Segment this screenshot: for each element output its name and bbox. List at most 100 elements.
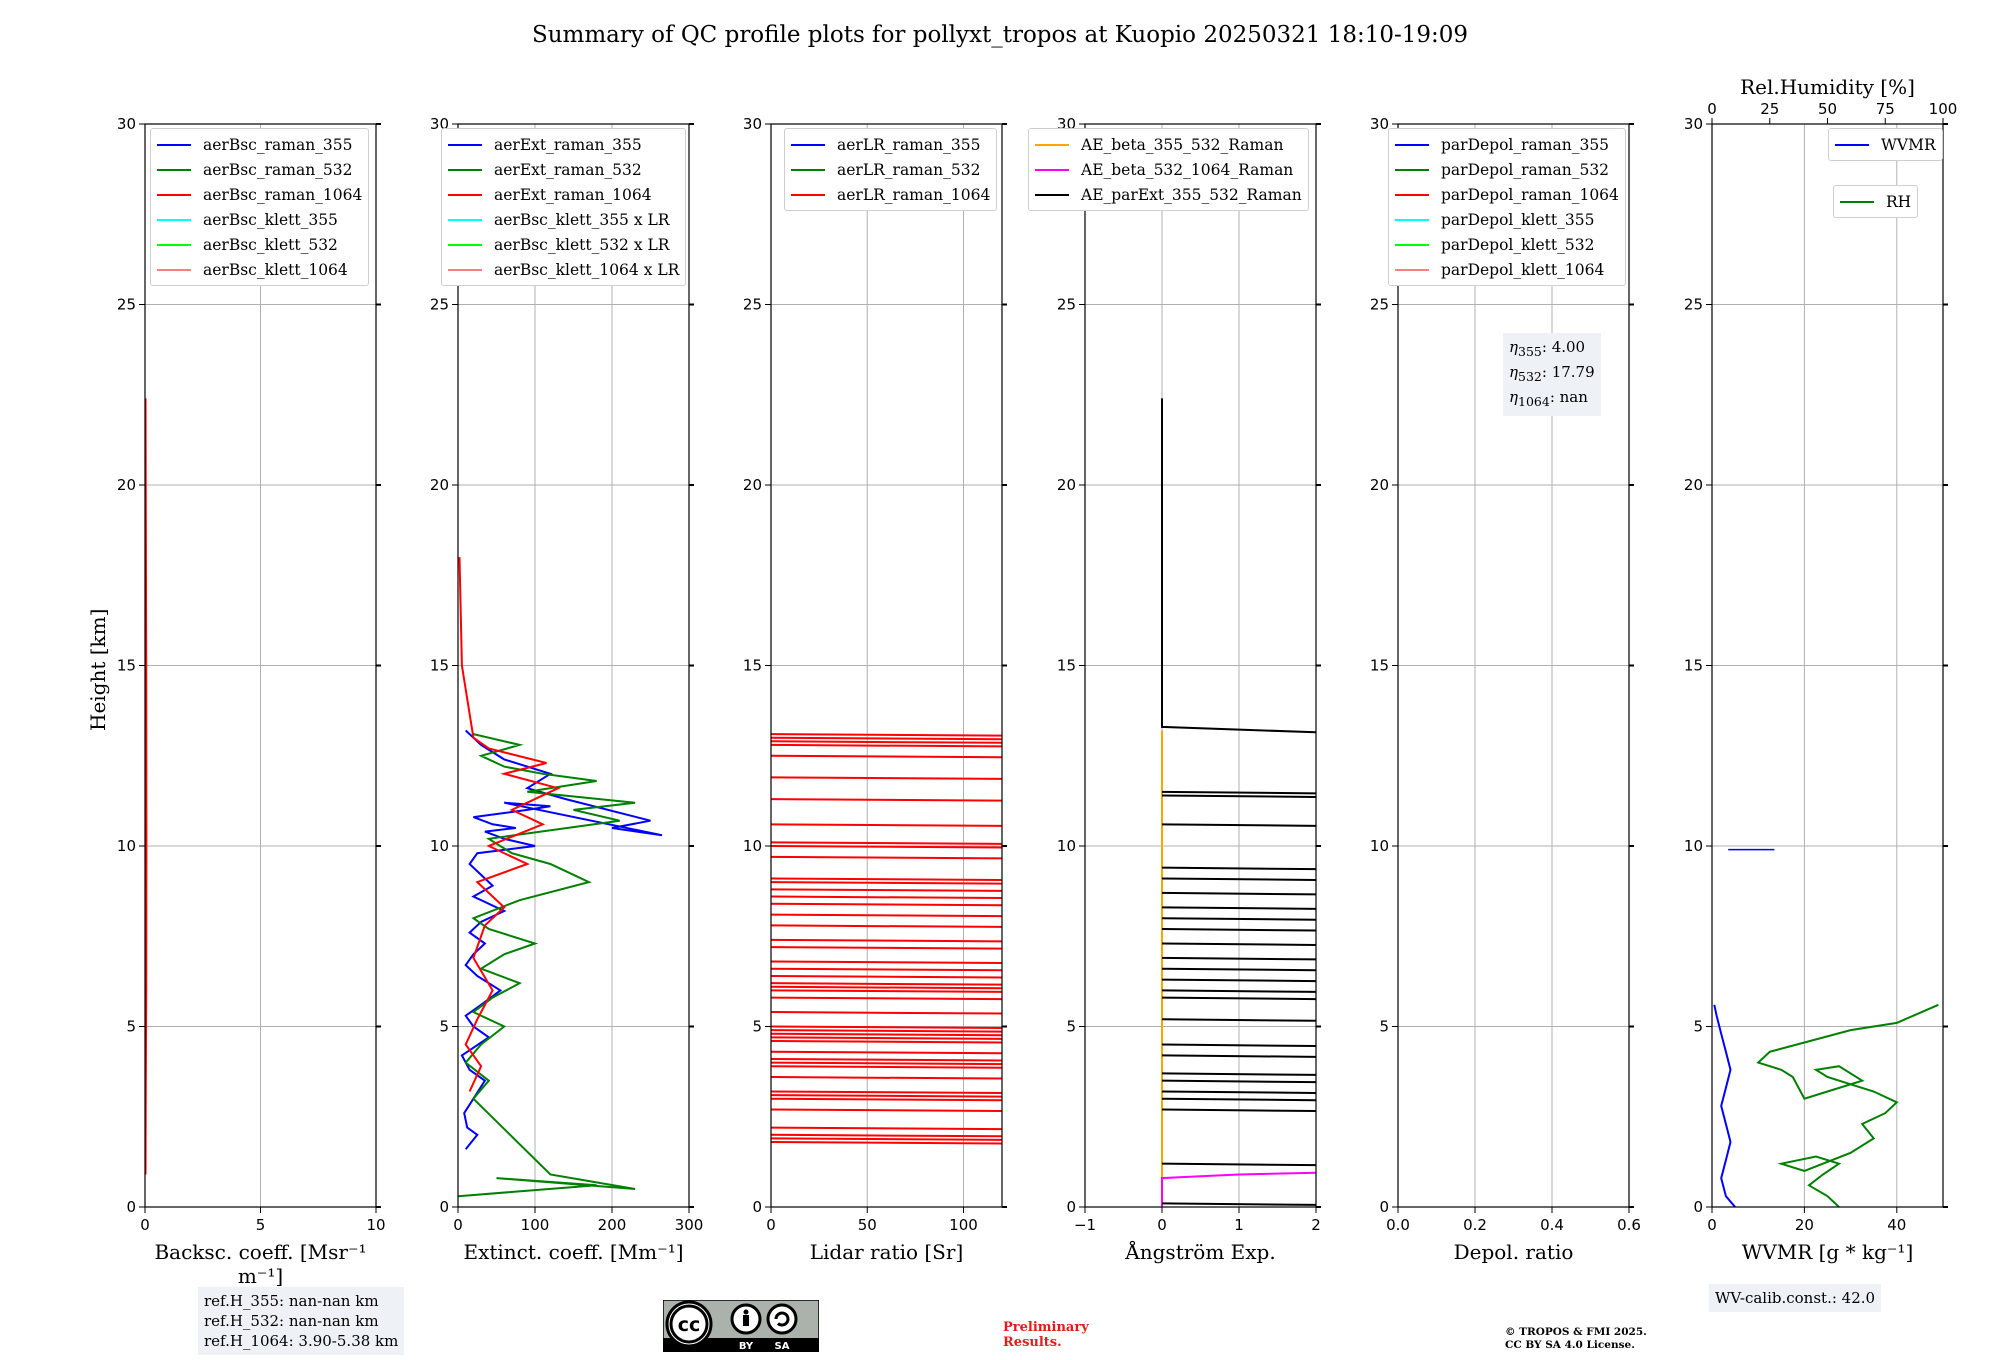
series-segment-AE_parExt_355_532_Raman <box>1161 1097 1316 1102</box>
series-segment-AE_parExt_355_532_Raman <box>1161 996 1316 1001</box>
data-layer <box>145 398 148 1175</box>
series-line-AE_beta_532_1064_Raman <box>1161 1171 1316 1207</box>
legend-label: WVMR <box>1881 135 1936 154</box>
x2-tick-label: 0 <box>1707 100 1717 118</box>
data-layer <box>771 733 1002 1145</box>
series-segment-AE_parExt_355_532_Raman <box>1161 1079 1316 1084</box>
legend-entry: AE_beta_532_1064_Raman <box>1035 157 1302 182</box>
legend-label: aerLR_raman_355 <box>837 135 981 154</box>
series-segment-aerLR_raman_1064 <box>771 1094 1002 1098</box>
x2-tick-label: 100 <box>1929 100 1958 118</box>
y-tick-label: 30 <box>117 115 136 133</box>
legend-label: parDepol_raman_532 <box>1441 160 1610 179</box>
series-segment-aerLR_raman_1064 <box>771 974 1002 979</box>
y-tick-label: 25 <box>430 296 449 314</box>
preliminary-line-2: Results. <box>1003 1335 1062 1350</box>
y-tick-label: 30 <box>743 115 762 133</box>
y-tick-label: 10 <box>430 837 449 855</box>
y-tick-label: 15 <box>117 657 136 675</box>
y-tick-label: 0 <box>1066 1198 1076 1216</box>
series-segment-aerLR_raman_1064 <box>771 895 1002 900</box>
eta-532-value: 17.79 <box>1551 363 1595 381</box>
series-segment-aerLR_raman_1064 <box>771 967 1002 972</box>
legend-entry: aerBsc_raman_532 <box>157 157 362 182</box>
y-tick-label: 20 <box>430 476 449 494</box>
series-segment-AE_parExt_355_532_Raman <box>1161 790 1316 795</box>
series-segment-aerLR_raman_1064 <box>771 1061 1002 1066</box>
series-segment-aerLR_raman_1064 <box>771 798 1002 802</box>
series-line-AE_parExt_355_532_Raman <box>1161 398 1316 734</box>
legend-swatch <box>791 168 825 171</box>
y-tick-label: 0 <box>752 1198 762 1216</box>
series-segment-aerLR_raman_1064 <box>771 989 1002 993</box>
x-axis-label-5: Depol. ratio <box>1453 1240 1574 1264</box>
x2-tick-label: 75 <box>1876 100 1895 118</box>
panel-1: 0 5 10 15 20 25 30 0 5 10 <box>117 115 386 1234</box>
y-tick-label: 10 <box>1057 837 1076 855</box>
legend-label: aerLR_raman_532 <box>837 160 981 179</box>
x-tick-label: 0.6 <box>1617 1216 1641 1234</box>
data-layer <box>458 557 663 1198</box>
series-segment-AE_parExt_355_532_Raman <box>1161 1108 1316 1113</box>
legend-label: aerBsc_raman_532 <box>203 160 353 179</box>
legend-swatch <box>448 193 482 196</box>
x-axis-label-6: WVMR [g * kg⁻¹] <box>1741 1240 1914 1264</box>
legend-entry: aerBsc_klett_355 x LR <box>448 207 679 232</box>
refh-1064: ref.H_1064: 3.90-5.38 km <box>204 1332 399 1350</box>
preliminary-notice: Preliminary Results. <box>1003 1320 1089 1350</box>
legend-swatch <box>448 218 482 221</box>
legend-swatch <box>1840 200 1874 203</box>
legend-entry: parDepol_klett_532 <box>1395 232 1619 257</box>
legend-entry: AE_parExt_355_532_Raman <box>1035 182 1302 207</box>
wv-calibration-box: WV-calib.const.: 42.0 <box>1709 1284 1882 1312</box>
x2-axis-label: Rel.Humidity [%] <box>1740 75 1915 99</box>
series-segment-aerLR_raman_1064 <box>771 982 1002 986</box>
legend-swatch <box>1395 168 1429 171</box>
series-segment-aerLR_raman_1064 <box>771 1036 1002 1040</box>
y-tick-label: 5 <box>752 1018 762 1036</box>
copyright-notice: © TROPOS & FMI 2025. CC BY SA 4.0 Licens… <box>1505 1326 1647 1352</box>
x-tick-label: 0 <box>1157 1216 1167 1234</box>
series-segment-aerLR_raman_1064 <box>771 938 1002 943</box>
y-tick-label: 5 <box>1066 1018 1076 1036</box>
legend-entry: aerExt_raman_355 <box>448 132 679 157</box>
legend-swatch <box>1035 193 1069 196</box>
series-segment-aerLR_raman_1064 <box>771 902 1002 907</box>
legend-swatch <box>1395 268 1429 271</box>
legend-entry: aerExt_raman_532 <box>448 157 679 182</box>
series-segment-aerLR_raman_1064 <box>771 1090 1002 1094</box>
svg-text:cc: cc <box>678 1314 701 1336</box>
series-segment-aerLR_raman_1064 <box>771 1076 1002 1080</box>
legend-entry: aerBsc_raman_1064 <box>157 182 362 207</box>
legend-swatch <box>448 243 482 246</box>
series-segment-aerLR_raman_1064 <box>771 1032 1002 1037</box>
legend-swatch <box>1035 143 1069 146</box>
series-segment-aerLR_raman_1064 <box>771 1025 1002 1029</box>
series-segment-AE_parExt_355_532_Raman <box>1161 906 1316 910</box>
series-segment-AE_parExt_355_532_Raman <box>1161 978 1316 983</box>
series-segment-aerLR_raman_1064 <box>771 1108 1002 1113</box>
x-tick-label: 10 <box>366 1216 385 1234</box>
x-tick-label: 2 <box>1311 1216 1321 1234</box>
legend-label: aerBsc_klett_532 <box>203 235 338 254</box>
series-segment-aerLR_raman_1064 <box>771 946 1002 950</box>
legend-label: aerBsc_klett_532 x LR <box>494 235 670 254</box>
legend-entry: aerBsc_raman_355 <box>157 132 362 157</box>
x-tick-label: 50 <box>858 1216 877 1234</box>
series-line-WVMR <box>1713 1004 1736 1207</box>
legend-entry: aerBsc_klett_532 x LR <box>448 232 679 257</box>
legend-entry: aerBsc_klett_532 <box>157 232 362 257</box>
series-segment-aerLR_raman_1064 <box>771 1065 1002 1069</box>
refh-532: ref.H_532: nan-nan km <box>204 1312 379 1330</box>
y-tick-label: 25 <box>1057 296 1076 314</box>
legend-entry: aerLR_raman_532 <box>791 157 990 182</box>
y-tick-label: 15 <box>1370 657 1389 675</box>
series-line-aerBsc_raman_1064 <box>145 398 148 1175</box>
legend-label: parDepol_raman_1064 <box>1441 185 1619 204</box>
series-segment-aerLR_raman_1064 <box>771 1039 1002 1044</box>
y-tick-label: 10 <box>743 837 762 855</box>
legend-entry: parDepol_raman_1064 <box>1395 182 1619 207</box>
legend-label: RH <box>1886 192 1912 211</box>
